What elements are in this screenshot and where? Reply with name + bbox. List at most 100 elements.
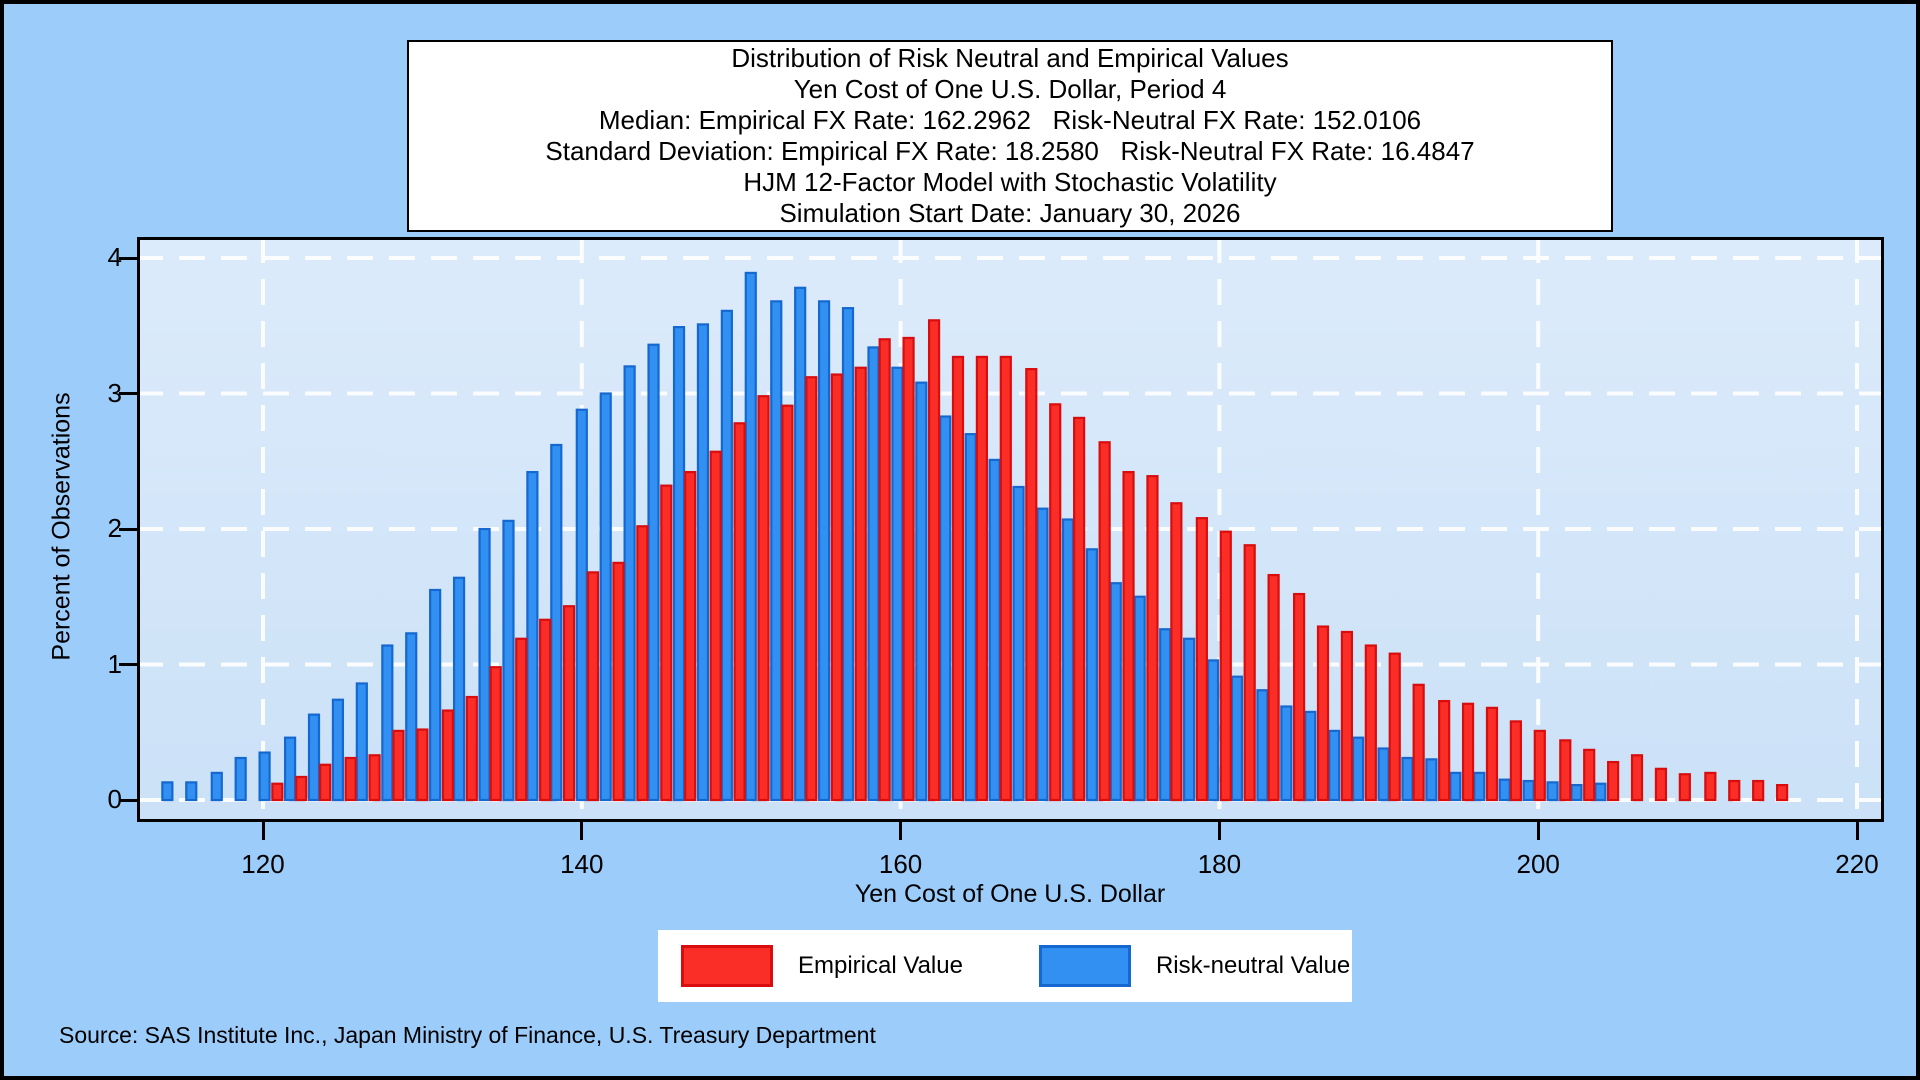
empirical-bar bbox=[1509, 720, 1522, 802]
x-tick-mark bbox=[899, 822, 903, 840]
y-tick-label: 4 bbox=[107, 242, 122, 272]
x-tick-mark bbox=[1855, 822, 1859, 840]
risk-neutral-bar bbox=[405, 632, 418, 802]
empirical-bar bbox=[1292, 592, 1306, 802]
empirical-bar bbox=[1146, 475, 1159, 802]
y-tick-mark bbox=[119, 798, 137, 802]
empirical-bar bbox=[999, 355, 1012, 802]
risk-neutral-bar bbox=[1570, 783, 1583, 802]
x-tick-label: 120 bbox=[241, 849, 285, 879]
empirical-bar bbox=[1412, 683, 1425, 802]
risk-neutral-bar bbox=[234, 756, 247, 802]
risk-neutral-bar bbox=[550, 443, 563, 802]
y-axis-title: Percent of Observations bbox=[47, 392, 76, 661]
risk-neutral-bar bbox=[647, 343, 660, 802]
risk-neutral-bar bbox=[478, 527, 491, 802]
risk-neutral-legend-label: Risk-neutral Value bbox=[1155, 952, 1351, 979]
empirical-bar bbox=[975, 355, 988, 802]
risk-neutral-bar bbox=[794, 286, 807, 802]
risk-neutral-bar bbox=[817, 300, 831, 802]
empirical-bar bbox=[1485, 706, 1499, 802]
empirical-bar bbox=[805, 376, 818, 802]
x-tick-label: 200 bbox=[1516, 849, 1560, 879]
empirical-bar bbox=[441, 709, 455, 802]
risk-neutral-bar bbox=[1183, 637, 1196, 802]
risk-neutral-bar bbox=[575, 408, 588, 802]
title-line-2: Yen Cost of One U.S. Dollar, Period 4 bbox=[793, 74, 1227, 104]
title-line-1: Distribution of Risk Neutral and Empiric… bbox=[731, 43, 1289, 73]
empirical-bar bbox=[1607, 760, 1620, 802]
risk-neutral-bar bbox=[599, 392, 612, 802]
title-line-4: Standard Deviation: Empirical FX Rate: 1… bbox=[545, 136, 1475, 166]
risk-neutral-bar bbox=[867, 346, 880, 802]
risk-neutral-bar bbox=[1425, 758, 1438, 802]
y-tick-label: 3 bbox=[107, 377, 122, 408]
empirical-bar bbox=[1654, 767, 1668, 802]
empirical-bar bbox=[465, 695, 478, 802]
risk-neutral-bar bbox=[1473, 771, 1486, 802]
empirical-bar bbox=[562, 605, 576, 802]
risk-neutral-bar bbox=[1012, 485, 1025, 802]
risk-neutral-bar bbox=[1109, 582, 1122, 802]
empirical-bar bbox=[1364, 644, 1377, 802]
empirical-bar bbox=[586, 571, 600, 802]
risk-neutral-bar bbox=[891, 366, 904, 802]
risk-neutral-bar bbox=[1377, 747, 1390, 802]
empirical-bar bbox=[757, 395, 770, 802]
empirical-bar bbox=[1752, 779, 1765, 802]
empirical-bar bbox=[1630, 754, 1644, 802]
risk-neutral-bar bbox=[1449, 771, 1462, 802]
risk-neutral-bar bbox=[381, 644, 394, 802]
empirical-bar bbox=[1195, 517, 1208, 802]
risk-neutral-bar bbox=[770, 300, 783, 802]
x-tick-mark bbox=[1217, 822, 1221, 840]
x-tick-label: 180 bbox=[1197, 849, 1242, 879]
empirical-bar bbox=[295, 775, 308, 802]
risk-neutral-bar bbox=[915, 381, 928, 802]
risk-neutral-bar bbox=[1328, 729, 1341, 802]
source-note: Source: SAS Institute Inc., Japan Minist… bbox=[59, 1022, 876, 1048]
empirical-bar bbox=[1073, 416, 1086, 802]
risk-neutral-bar bbox=[258, 751, 271, 802]
risk-neutral-bar bbox=[1159, 628, 1172, 802]
empirical-bar bbox=[392, 729, 405, 802]
title-line-6: Simulation Start Date: January 30, 2026 bbox=[779, 198, 1241, 228]
x-tick-mark bbox=[261, 822, 265, 840]
empirical-bar bbox=[660, 484, 673, 802]
risk-neutral-bar bbox=[283, 736, 297, 802]
y-tick-mark bbox=[119, 527, 137, 531]
y-tick-mark bbox=[119, 392, 137, 395]
empirical-bar bbox=[1583, 748, 1596, 802]
risk-neutral-bar bbox=[1206, 659, 1220, 802]
risk-neutral-bar bbox=[1594, 782, 1607, 802]
empirical-bar bbox=[1243, 544, 1256, 802]
risk-neutral-bar bbox=[672, 326, 686, 802]
empirical-bar bbox=[781, 404, 794, 802]
risk-neutral-bar bbox=[1133, 595, 1146, 802]
empirical-bar bbox=[368, 754, 381, 802]
title-line-5: HJM 12-Factor Model with Stochastic Vola… bbox=[743, 167, 1277, 197]
y-tick-label: 0 bbox=[107, 784, 122, 814]
y-tick-label: 2 bbox=[107, 513, 122, 543]
empirical-bar bbox=[539, 618, 552, 802]
risk-neutral-bar bbox=[1498, 778, 1511, 802]
empirical-bar bbox=[733, 422, 746, 802]
empirical-bar bbox=[1049, 403, 1062, 802]
empirical-bar bbox=[1170, 502, 1183, 802]
chart-title-box: Distribution of Risk Neutral and Empiric… bbox=[407, 40, 1613, 232]
risk-neutral-bar bbox=[331, 698, 345, 802]
empirical-bar bbox=[927, 319, 941, 802]
risk-neutral-bar bbox=[355, 682, 368, 802]
x-tick-mark bbox=[1536, 822, 1540, 840]
risk-neutral-bar bbox=[1061, 518, 1075, 802]
risk-neutral-bar bbox=[1230, 675, 1244, 802]
empirical-bar bbox=[1461, 702, 1475, 802]
x-axis-title: Yen Cost of One U.S. Dollar bbox=[854, 880, 1166, 908]
empirical-bar bbox=[489, 666, 502, 802]
histogram-canvas bbox=[137, 237, 1884, 822]
risk-neutral-bar bbox=[841, 307, 855, 802]
x-tick-label: 220 bbox=[1835, 849, 1879, 879]
risk-neutral-bar bbox=[720, 309, 733, 802]
empirical-bar bbox=[1438, 699, 1451, 802]
risk-neutral-bar bbox=[502, 519, 515, 802]
